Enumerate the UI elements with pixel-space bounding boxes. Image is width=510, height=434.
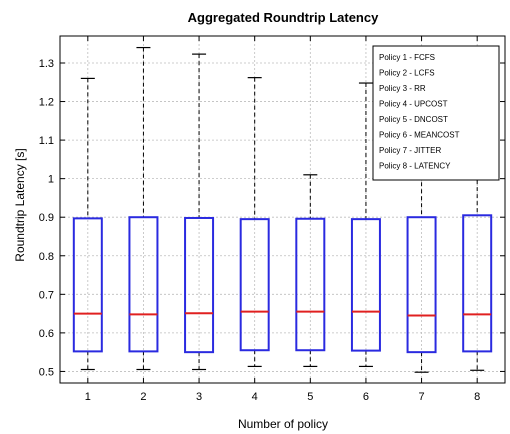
axis-layer: 0.5 0.6 0.7 0.8 0.9 1 1.1 1.2 1.3 1 2 3 4 5 6 7 8: [39, 35, 506, 403]
y-tick-label: 0.6: [39, 328, 54, 340]
box-1: [72, 77, 103, 371]
legend-entry: Policy 8 - LATENCY: [379, 162, 451, 171]
legend-entry: Policy 4 - UPCOST: [379, 100, 448, 109]
legend-entry: Policy 3 - RR: [379, 84, 426, 93]
box-layer: [72, 46, 493, 373]
iqr-box: [295, 217, 326, 352]
y-tick-label: 1.3: [39, 58, 54, 70]
x-tick-label: 3: [196, 391, 202, 403]
y-tick-label: 0.9: [39, 212, 54, 224]
legend-entry: Policy 2 - LCFS: [379, 69, 435, 78]
chart-title: Aggregated Roundtrip Latency: [188, 10, 379, 25]
iqr-box: [128, 216, 159, 353]
x-axis-label: Number of policy: [238, 417, 328, 431]
y-tick-label: 1.1: [39, 135, 54, 147]
legend-entry: Policy 6 - MEANCOST: [379, 131, 460, 140]
box-3: [184, 53, 215, 371]
plot-frame: [59, 35, 506, 384]
y-tick-label: 1.2: [39, 97, 54, 109]
iqr-box: [239, 218, 270, 352]
box-4: [239, 77, 270, 368]
y-tick-label: 0.7: [39, 289, 54, 301]
x-tick-label: 1: [85, 391, 91, 403]
legend-entry: Policy 5 - DNCOST: [379, 115, 448, 124]
x-tick-label: 4: [252, 391, 258, 403]
x-tick-label: 6: [363, 391, 369, 403]
legend-entry: Policy 1 - FCFS: [379, 53, 435, 62]
iqr-box: [184, 216, 215, 354]
iqr-box: [462, 214, 493, 353]
y-tick-label: 0.8: [39, 251, 54, 263]
x-tick-label: 7: [419, 391, 425, 403]
legend: Policy 1 - FCFS Policy 2 - LCFS Policy 3 -…: [372, 45, 500, 181]
legend-entry: Policy 7 - JITTER: [379, 146, 441, 155]
box-2: [128, 46, 159, 371]
x-tick-label: 2: [140, 391, 146, 403]
y-tick-label: 0.5: [39, 366, 54, 378]
iqr-box: [406, 216, 437, 354]
y-tick-label: 1: [48, 174, 54, 186]
box-5: [295, 174, 326, 368]
y-axis-label: Roundtrip Latency [s]: [13, 148, 27, 261]
iqr-box: [350, 218, 381, 352]
iqr-box: [72, 217, 103, 353]
legend-box: [372, 45, 500, 181]
box-6: [350, 82, 381, 368]
x-tick-label: 5: [307, 391, 313, 403]
x-tick-label: 8: [474, 391, 480, 403]
